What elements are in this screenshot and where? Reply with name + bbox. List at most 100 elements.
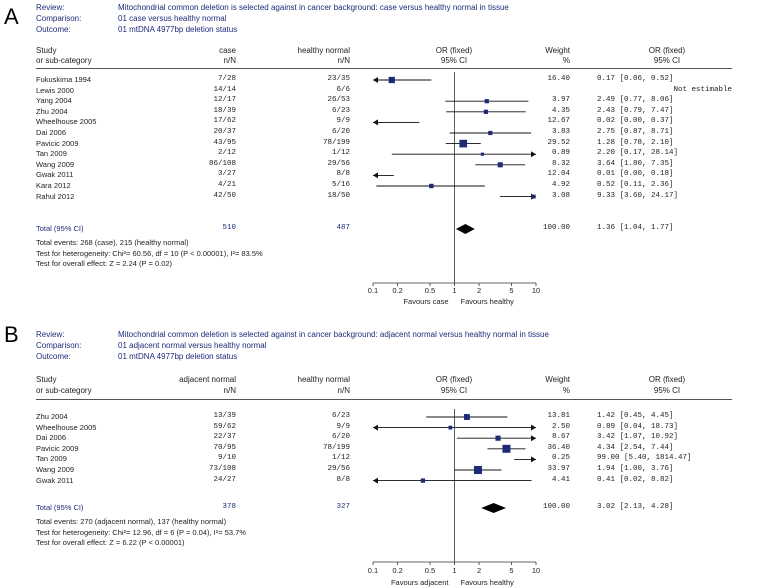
column-header-orb: 95% CI <box>440 56 468 65</box>
study-point <box>429 183 434 189</box>
study-name: Wheelhouse 2005 <box>36 117 97 127</box>
x-tick-label: 2 <box>476 566 482 575</box>
study-or-ci: 1.28 [0.78, 2.10] <box>597 138 674 147</box>
favours-right-label: Favours healthy <box>460 297 514 306</box>
study-or-ci: 0.41 [0.02, 8.82] <box>597 475 674 484</box>
group2-count: 1/12 <box>331 149 350 158</box>
group1-count: 86/108 <box>208 159 236 168</box>
group2-count: 6/20 <box>331 433 350 442</box>
column-header-cib: 95% CI <box>653 56 681 65</box>
study-point <box>420 478 426 483</box>
study-name: Tan 2009 <box>36 454 67 464</box>
study-or-ci: 0.01 [0.00, 0.18] <box>597 170 674 179</box>
footer-stat-line: Test for overall effect: Z = 6.22 (P < 0… <box>36 538 185 547</box>
panel-b: B Review: Mitochondrial common deletion is… <box>0 300 760 587</box>
header-review-key: Review: <box>36 330 65 339</box>
group1-count: 9/10 <box>217 454 236 463</box>
forest-plot-b <box>372 409 537 565</box>
group1-count: 13/39 <box>213 412 236 420</box>
pooled-diamond <box>455 224 475 234</box>
header-outcome-value: 01 mtDNA 4977bp deletion status <box>118 25 238 34</box>
study-name: Tan 2009 <box>36 149 67 159</box>
x-tick-label: 5 <box>509 566 514 575</box>
panel-label: B <box>4 322 19 347</box>
group1-count: 70/95 <box>213 443 236 452</box>
study-point <box>531 194 536 199</box>
study-name: Zhu 2004 <box>36 106 68 116</box>
column-header-study1: Study <box>36 375 57 384</box>
study-or-ci: 1.94 [1.00, 3.76] <box>597 465 674 473</box>
header-divider <box>36 68 732 69</box>
study-or-ci: 0.02 [0.00, 0.37] <box>597 117 674 126</box>
x-tick-label: 0.1 <box>367 566 379 575</box>
column-header-ora: OR (fixed) <box>435 46 473 55</box>
footer-stat-line: Total events: 268 (case), 215 (healthy n… <box>36 238 189 247</box>
header-outcome-key: Outcome: <box>36 25 71 34</box>
study-or-ci: 99.00 [5.40, 1814.47] <box>597 454 692 463</box>
forest-plot-a <box>372 72 537 286</box>
group1-count: 4/21 <box>217 181 236 189</box>
footer-stat-line: Total events: 270 (adjacent normal), 137… <box>36 517 227 526</box>
study-name: Pavicic 2009 <box>36 443 79 453</box>
study-point <box>484 99 489 104</box>
study-weight: 3.97 <box>551 96 570 105</box>
group1-count: 2/12 <box>217 149 236 158</box>
group2-count: 6/23 <box>331 412 350 420</box>
group2-count: 29/56 <box>327 159 350 168</box>
study-point <box>488 130 493 136</box>
header-review-value: Mitochondrial common deletion is selecte… <box>118 330 549 339</box>
total-group2: 327 <box>336 503 350 511</box>
x-tick-label: 10 <box>531 566 541 575</box>
header-outcome-key: Outcome: <box>36 352 71 361</box>
group1-count: 42/50 <box>213 191 236 200</box>
column-header-g2b: n/N <box>337 56 350 65</box>
study-point <box>388 76 395 84</box>
group2-count: 6/6 <box>336 85 350 94</box>
study-name: Lewis 2000 <box>36 85 74 95</box>
study-weight: 29.52 <box>547 138 570 147</box>
study-or-ci: 2.49 [0.77, 8.06] <box>597 96 674 105</box>
study-name: Wheelhouse 2005 <box>36 422 97 432</box>
ci-arrow-right <box>531 424 536 431</box>
study-point <box>495 435 501 441</box>
study-point <box>483 109 489 114</box>
column-header-g2a: healthy normal <box>297 375 350 384</box>
group1-count: 3/27 <box>217 170 236 179</box>
total-group2: 487 <box>336 224 350 232</box>
study-or-ci: 3.64 [1.80, 7.35] <box>597 159 674 168</box>
panel-label: A <box>4 4 19 29</box>
column-header-g1b: n/N <box>223 386 236 395</box>
group2-count: 78/199 <box>322 443 350 452</box>
study-or-ci: 9.33 [3.60, 24.17] <box>597 191 679 200</box>
favours-left-label: Favours case <box>403 297 449 306</box>
group1-count: 14/14 <box>213 85 236 94</box>
group1-count: 59/62 <box>213 422 236 431</box>
study-weight: 3.83 <box>551 128 570 136</box>
group2-count: 5/16 <box>331 181 350 189</box>
group2-count: 18/50 <box>327 191 350 200</box>
study-point <box>463 414 470 420</box>
header-review-key: Review: <box>36 3 65 12</box>
study-name: Kara 2012 <box>36 181 71 190</box>
x-tick-label: 5 <box>509 286 514 295</box>
x-tick-label: 1 <box>452 566 457 575</box>
group1-count: 24/27 <box>213 475 236 484</box>
footer-stat-line: Test for overall effect: Z = 2.24 (P = 0… <box>36 259 173 268</box>
study-point <box>497 162 503 168</box>
group2-count: 23/35 <box>327 75 350 83</box>
study-or-ci: 0.52 [0.11, 2.36] <box>597 181 674 189</box>
study-weight: 13.81 <box>547 412 570 420</box>
group1-count: 17/62 <box>213 117 236 126</box>
study-or-ci: 2.43 [0.79, 7.47] <box>597 106 674 115</box>
ci-arrow-left <box>373 477 378 484</box>
column-header-wa: Weight <box>545 46 570 55</box>
column-header-study2: or sub-category <box>36 56 92 65</box>
study-weight: 4.92 <box>551 181 570 189</box>
study-point <box>473 466 482 474</box>
study-name: Gwak 2011 <box>36 475 74 485</box>
column-header-wb: % <box>562 56 570 65</box>
group2-count: 8/8 <box>336 170 350 179</box>
column-header-cia: OR (fixed) <box>648 375 686 384</box>
group1-count: 43/95 <box>213 138 236 147</box>
study-name: Wang 2009 <box>36 159 75 169</box>
